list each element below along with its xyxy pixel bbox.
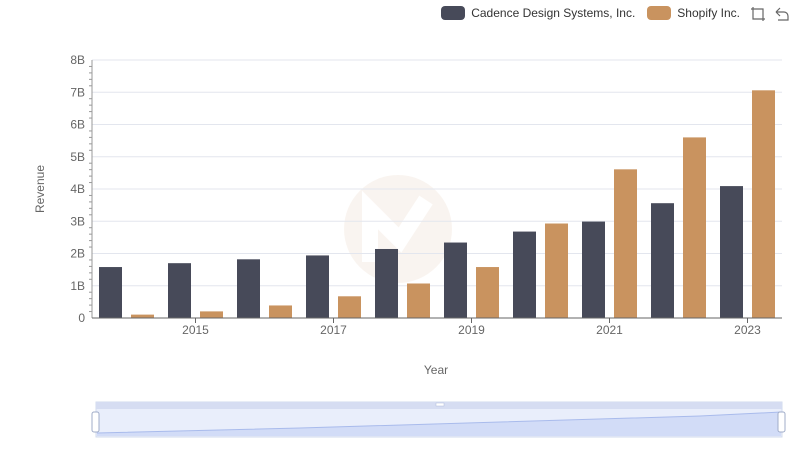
y-axis: 0 1B 2B 3B 4B 5B 6B 7B 8B	[70, 53, 93, 325]
zoom-preview-line	[96, 411, 782, 434]
x-tick-label: 2017	[320, 323, 347, 337]
bar-cadence-2018[interactable]	[375, 248, 398, 318]
x-tick-label: 2015	[182, 323, 209, 337]
y-tick-label: 8B	[70, 53, 85, 67]
bar-shopify-2020[interactable]	[545, 223, 568, 318]
bar-cadence-2021[interactable]	[582, 221, 605, 318]
bar-cadence-2019[interactable]	[444, 242, 467, 318]
zoom-drag-grip[interactable]	[435, 402, 445, 407]
y-tick-label: 3B	[70, 214, 85, 228]
legend-item-cadence[interactable]: Cadence Design Systems, Inc.	[441, 6, 635, 20]
data-zoom-icon[interactable]	[750, 6, 766, 22]
y-tick-label: 5B	[70, 150, 85, 164]
y-tick-label: 1B	[70, 279, 85, 293]
bar-cadence-2023[interactable]	[720, 186, 743, 318]
y-tick-label: 6B	[70, 118, 85, 132]
bar-cadence-2020[interactable]	[513, 231, 536, 318]
bar-cadence-2014[interactable]	[99, 267, 122, 318]
legend-item-shopify[interactable]: Shopify Inc.	[647, 6, 740, 20]
bar-shopify-2022[interactable]	[683, 137, 706, 318]
x-tick-label: 2019	[458, 323, 485, 337]
zoom-handle-right[interactable]	[777, 411, 786, 433]
y-tick-label: 4B	[70, 182, 85, 196]
x-axis: 2015 2017 2019 2021 2023	[92, 317, 782, 337]
legend-swatch-shopify	[647, 6, 672, 20]
bar-shopify-2014[interactable]	[131, 314, 154, 318]
y-tick-label: 0	[78, 311, 85, 325]
bar-shopify-2015[interactable]	[200, 311, 223, 318]
x-axis-label: Year	[424, 363, 448, 377]
bar-shopify-2019[interactable]	[476, 267, 499, 318]
bar-cadence-2016[interactable]	[237, 259, 260, 318]
bar-shopify-2018[interactable]	[407, 283, 430, 318]
legend-label-cadence: Cadence Design Systems, Inc.	[471, 6, 636, 20]
bar-shopify-2017[interactable]	[338, 296, 361, 318]
bar-cadence-2022[interactable]	[651, 203, 674, 318]
legend: Cadence Design Systems, Inc. Shopify Inc…	[441, 4, 740, 22]
chart-toolbox	[750, 6, 790, 22]
restore-icon[interactable]	[774, 6, 790, 22]
legend-label-shopify: Shopify Inc.	[677, 6, 740, 20]
bar-cadence-2017[interactable]	[306, 255, 329, 318]
watermark-logo-icon	[344, 175, 452, 283]
y-tick-label: 7B	[70, 85, 85, 99]
x-tick-label: 2023	[734, 323, 761, 337]
bar-shopify-2023[interactable]	[752, 90, 775, 318]
legend-swatch-cadence	[441, 6, 466, 20]
data-zoom-slider[interactable]	[91, 401, 786, 438]
bars	[99, 90, 775, 318]
bar-shopify-2021[interactable]	[614, 169, 637, 318]
zoom-handle-left[interactable]	[91, 411, 100, 433]
bar-cadence-2015[interactable]	[168, 263, 191, 318]
x-tick-label: 2021	[596, 323, 623, 337]
y-tick-label: 2B	[70, 247, 85, 261]
y-axis-label: Revenue	[33, 165, 47, 213]
bar-shopify-2016[interactable]	[269, 305, 292, 318]
